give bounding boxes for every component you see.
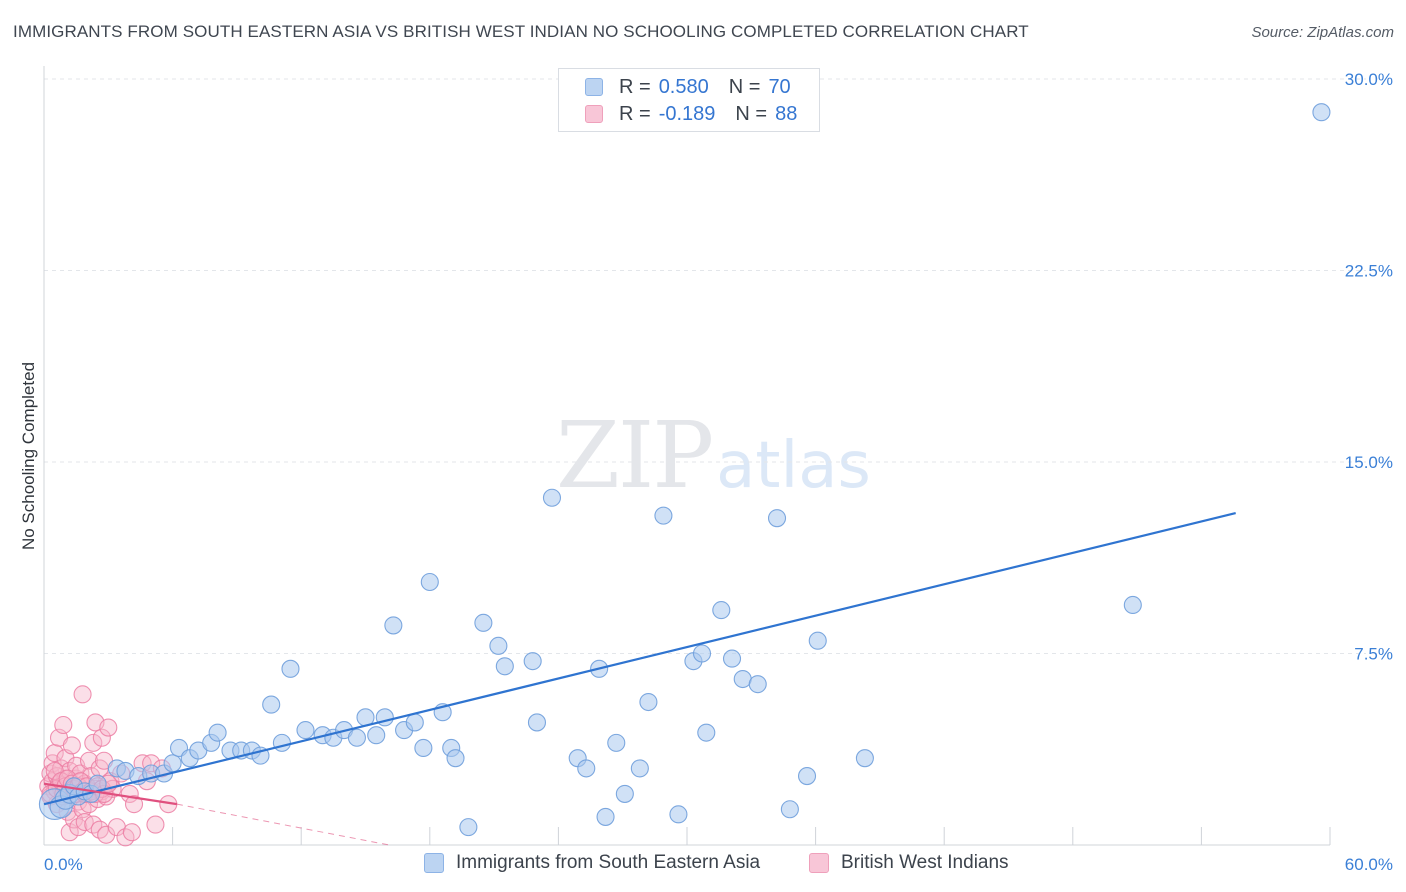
chart-title: IMMIGRANTS FROM SOUTH EASTERN ASIA VS BR… bbox=[13, 22, 1029, 41]
data-point-british-west-indians bbox=[92, 728, 111, 747]
trend-line-british-west-indians bbox=[43, 782, 178, 806]
bottom-legend-series1: Immigrants from South Eastern Asia bbox=[424, 852, 760, 874]
x-tick-label-max: 60.0% bbox=[1345, 855, 1393, 874]
data-point-british-west-indians bbox=[62, 736, 81, 755]
grid-lines bbox=[44, 78, 1366, 654]
legend-r-value: 0.580 bbox=[658, 75, 709, 98]
bottom-legend-swatch-blue bbox=[424, 853, 444, 873]
data-point-immigrants-south-eastern-asia bbox=[542, 488, 562, 507]
legend-n-value: 88 bbox=[775, 102, 798, 125]
data-point-british-west-indians bbox=[54, 715, 73, 735]
bottom-legend-series2: British West Indians bbox=[809, 852, 1009, 874]
data-point-immigrants-south-eastern-asia bbox=[733, 669, 752, 689]
legend-row-series1: R = 0.580 N = 70 bbox=[585, 75, 791, 99]
legend-n-value: 70 bbox=[768, 75, 791, 98]
data-point-immigrants-south-eastern-asia bbox=[384, 616, 403, 635]
data-point-immigrants-south-eastern-asia bbox=[523, 652, 542, 671]
data-point-immigrants-south-eastern-asia bbox=[495, 657, 514, 676]
bottom-legend-swatch-pink bbox=[809, 853, 829, 873]
data-point-immigrants-south-eastern-asia bbox=[654, 506, 673, 525]
data-point-british-west-indians bbox=[73, 685, 92, 704]
y-axis-title: No Schooling Completed bbox=[19, 362, 38, 550]
data-point-british-west-indians bbox=[124, 795, 144, 814]
bottom-legend-label-series2: British West Indians bbox=[841, 852, 1009, 873]
data-point-immigrants-south-eastern-asia bbox=[527, 713, 547, 732]
legend-swatch-blue bbox=[585, 78, 603, 96]
legend-r-label: R = bbox=[619, 75, 651, 98]
correlation-legend: R = 0.580 N = 70 R = -0.189 N = 88 bbox=[558, 68, 820, 132]
data-point-immigrants-south-eastern-asia bbox=[474, 613, 493, 632]
data-point-immigrants-south-eastern-asia bbox=[669, 805, 688, 824]
legend-n-label: N = bbox=[728, 75, 761, 98]
data-point-immigrants-south-eastern-asia bbox=[808, 631, 827, 650]
legend-swatch-pink bbox=[585, 105, 603, 123]
data-point-immigrants-south-eastern-asia bbox=[272, 733, 291, 752]
data-point-immigrants-south-eastern-asia bbox=[163, 754, 182, 773]
data-point-british-west-indians bbox=[122, 823, 141, 842]
legend-row-series2: R = -0.189 N = 88 bbox=[585, 102, 797, 126]
data-point-immigrants-south-eastern-asia bbox=[577, 759, 596, 778]
data-point-immigrants-south-eastern-asia bbox=[780, 800, 799, 819]
trend-line-british-west-indians-extrapolated bbox=[176, 803, 390, 846]
y-tick-label: 22.5% bbox=[1345, 262, 1393, 281]
data-point-british-west-indians bbox=[146, 815, 165, 834]
data-point-immigrants-south-eastern-asia bbox=[420, 572, 439, 592]
data-point-immigrants-south-eastern-asia bbox=[692, 644, 712, 663]
y-tick-label: 30.0% bbox=[1345, 70, 1393, 89]
data-point-british-west-indians bbox=[84, 733, 103, 752]
x-tick-label-min: 0.0% bbox=[44, 855, 83, 874]
data-point-immigrants-south-eastern-asia bbox=[405, 713, 424, 732]
data-point-immigrants-south-eastern-asia bbox=[367, 726, 386, 745]
data-point-immigrants-south-eastern-asia bbox=[797, 767, 817, 786]
data-point-british-west-indians bbox=[99, 718, 118, 737]
data-point-immigrants-south-eastern-asia bbox=[630, 759, 649, 778]
legend-r-value: -0.189 bbox=[658, 102, 716, 125]
data-point-immigrants-south-eastern-asia bbox=[767, 509, 787, 528]
data-point-immigrants-south-eastern-asia bbox=[712, 601, 731, 620]
data-point-immigrants-south-eastern-asia bbox=[208, 723, 227, 742]
series-immigrants-south-eastern-asia bbox=[38, 103, 1331, 837]
trend-line-immigrants-south-eastern-asia bbox=[43, 511, 1236, 806]
data-point-immigrants-south-eastern-asia bbox=[347, 728, 366, 747]
data-point-immigrants-south-eastern-asia bbox=[855, 749, 874, 768]
source-label: Source: ZipAtlas.com bbox=[1251, 24, 1394, 41]
tick-labels: 7.5% 15.0% 22.5% 30.0% 0.0% 60.0% bbox=[44, 70, 1393, 874]
y-tick-label: 7.5% bbox=[1354, 645, 1393, 664]
data-point-immigrants-south-eastern-asia bbox=[1123, 595, 1142, 615]
data-point-immigrants-south-eastern-asia bbox=[262, 695, 281, 714]
trend-lines bbox=[43, 511, 1236, 846]
axes bbox=[43, 66, 1331, 846]
bottom-legend-label-series1: Immigrants from South Eastern Asia bbox=[456, 852, 761, 873]
data-point-immigrants-south-eastern-asia bbox=[607, 733, 626, 752]
data-point-immigrants-south-eastern-asia bbox=[459, 818, 478, 837]
data-point-immigrants-south-eastern-asia bbox=[446, 749, 465, 768]
data-point-immigrants-south-eastern-asia bbox=[281, 659, 300, 678]
data-point-immigrants-south-eastern-asia bbox=[1312, 103, 1331, 122]
data-point-immigrants-south-eastern-asia bbox=[596, 807, 615, 826]
data-point-immigrants-south-eastern-asia bbox=[639, 692, 658, 712]
data-point-immigrants-south-eastern-asia bbox=[722, 649, 742, 668]
legend-n-label: N = bbox=[735, 102, 768, 125]
data-point-immigrants-south-eastern-asia bbox=[489, 636, 508, 655]
data-point-immigrants-south-eastern-asia bbox=[296, 721, 315, 740]
y-tick-label: 15.0% bbox=[1345, 453, 1393, 472]
data-point-immigrants-south-eastern-asia bbox=[697, 723, 716, 742]
data-point-immigrants-south-eastern-asia bbox=[414, 738, 433, 758]
legend-r-label: R = bbox=[619, 102, 651, 125]
data-point-immigrants-south-eastern-asia bbox=[615, 784, 634, 803]
data-point-immigrants-south-eastern-asia bbox=[748, 675, 767, 694]
